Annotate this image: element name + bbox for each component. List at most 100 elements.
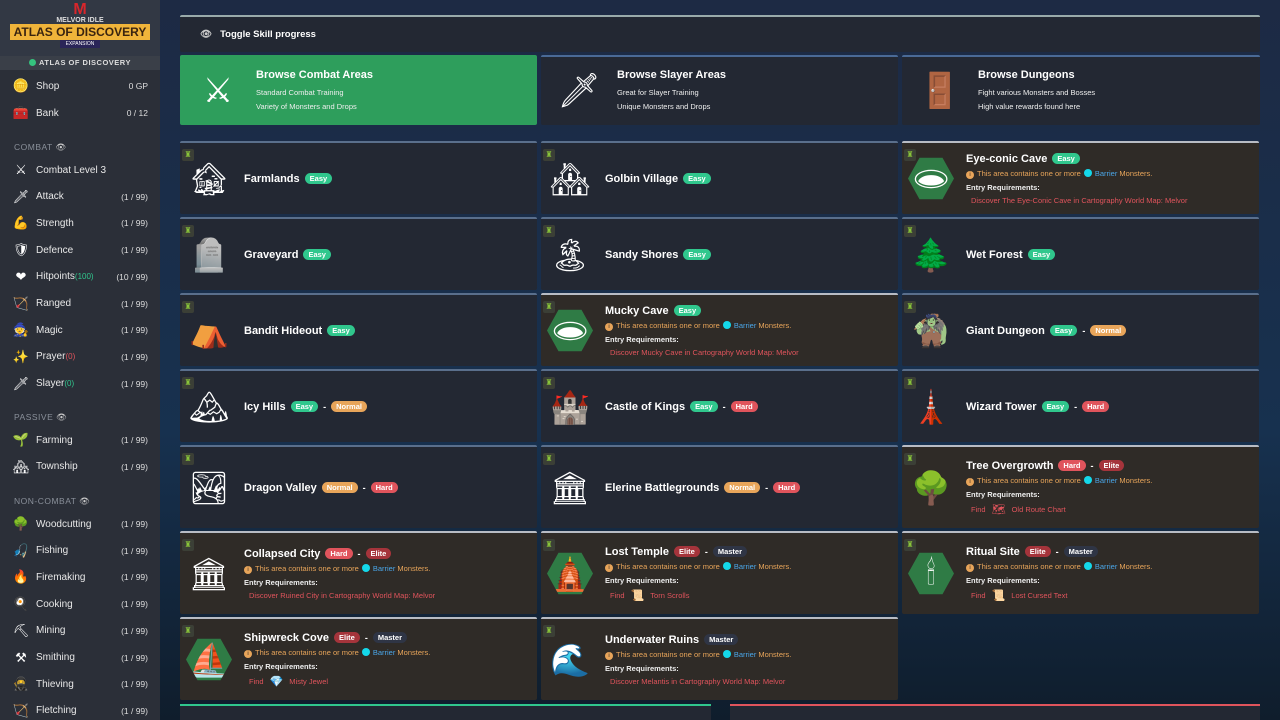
combat-area-farmlands[interactable]: ♜ 🏚 Farmlands Easy (180, 141, 537, 214)
sidebar-item-magic[interactable]: 🧙 Magic (1 / 99) (12, 319, 148, 341)
combat-area-wizard-tower[interactable]: ♜ 🗼 Wizard Tower Easy - Hard (902, 369, 1259, 442)
combat-area-collapsed-city[interactable]: ♜ 🏛 Collapsed City Hard - Elite i This area con… (180, 531, 537, 614)
browse-browse-slayer-areas-button[interactable]: 🗡 Browse Slayer Areas Great for Slayer Tra… (541, 55, 898, 125)
find-label: Find (971, 504, 986, 514)
mastery-icon[interactable]: ♜ (182, 225, 194, 237)
sidebar-item-township[interactable]: 🏘 Township (1 / 99) (12, 456, 148, 478)
combat-area-castle-of-kings[interactable]: ♜ 🏰 Castle of Kings Easy - Hard (541, 369, 898, 442)
mastery-icon[interactable]: ♜ (543, 377, 555, 389)
sidebar-item-woodcutting[interactable]: 🌳 Woodcutting (1 / 99) (12, 513, 148, 535)
sidebar-item-mining[interactable]: ⛏ Mining (1 / 99) (12, 620, 148, 642)
combat-area-tree-overgrowth[interactable]: ♜ 🌳 Tree Overgrowth Hard - Elite i This area co… (902, 445, 1259, 528)
sidebar-item-prayer[interactable]: ✨ Prayer(0) (1 / 99) (12, 346, 148, 368)
mastery-icon[interactable]: ♜ (543, 453, 555, 465)
mastery-icon[interactable]: ♜ (904, 225, 916, 237)
barrier-post: Monsters. (1119, 168, 1153, 178)
mastery-icon[interactable]: ♜ (182, 539, 194, 551)
mastery-icon[interactable]: ♜ (904, 301, 916, 313)
mastery-icon[interactable]: ♜ (543, 625, 555, 637)
combat-area-eye-conic-cave[interactable]: ♜ 🕳 Eye-conic Cave Easy i This area contains … (902, 141, 1259, 214)
section-header-combat[interactable]: COMBAT 👁 (14, 142, 67, 153)
combat-area-icy-hills[interactable]: ♜ 🏔 Icy Hills Easy - Normal (180, 369, 537, 442)
barrier-icon (722, 649, 731, 658)
combat-area-mucky-cave[interactable]: ♜ 🕳 Mucky Cave Easy i This area contains one … (541, 293, 898, 366)
area-name: Icy Hills (244, 400, 286, 413)
sidebar-item-fishing[interactable]: 🎣 Fishing (1 / 99) (12, 540, 148, 562)
sidebar-item-slayer[interactable]: 🗡 Slayer(0) (1 / 99) (12, 373, 148, 395)
logo-text: MELVOR IDLE (56, 17, 104, 24)
info-icon: i (605, 322, 613, 331)
mastery-icon[interactable]: ♜ (543, 301, 555, 313)
mastery-icon[interactable]: ♜ (182, 625, 194, 637)
browse-browse-combat-areas-button[interactable]: ⚔ Browse Combat Areas Standard Combat Trai… (180, 55, 537, 125)
sidebar-item-thieving[interactable]: 🥷 Thieving (1 / 99) (12, 673, 148, 695)
mastery-icon[interactable]: ♜ (543, 225, 555, 237)
section-header-passive[interactable]: PASSIVE 👁 (14, 412, 67, 423)
difficulty-badge: Normal (321, 482, 358, 493)
eye-icon[interactable]: 👁 (76, 496, 91, 506)
difficulty-badge: Easy (1052, 153, 1080, 164)
toggle-skill-progress-button[interactable]: 👁 Toggle Skill progress (180, 15, 1260, 52)
sidebar-item-combat-level-3[interactable]: ⚔ Combat Level 3 (12, 159, 148, 181)
sidebar-item-bank[interactable]: 🧰 Bank 0 / 12 (12, 102, 148, 124)
mastery-icon[interactable]: ♜ (904, 149, 916, 161)
sidebar-item-hitpoints[interactable]: ❤ Hitpoints(100) (10 / 99) (12, 266, 148, 288)
township-icon: 🏘 (12, 458, 30, 474)
barrier-word: Barrier (733, 320, 757, 330)
mastery-icon[interactable]: ♜ (182, 377, 194, 389)
entry-requirements-label: Entry Requirements: (966, 182, 1040, 192)
sidebar-item-strength[interactable]: 💪 Strength (1 / 99) (12, 212, 148, 234)
sidebar-item-farming[interactable]: 🌱 Farming (1 / 99) (12, 429, 148, 451)
eye-icon[interactable]: 👁 (52, 142, 67, 152)
mastery-icon[interactable]: ♜ (182, 301, 194, 313)
mastery-icon[interactable]: ♜ (182, 453, 194, 465)
combat-area-elerine-battlegrounds[interactable]: ♜ 🏛 Elerine Battlegrounds Normal - Hard (541, 445, 898, 528)
expansion-logo[interactable]: M MELVOR IDLE ATLAS OF DISCOVERY EXPANSI… (0, 0, 160, 56)
combat-area-shipwreck-cove[interactable]: ♜ ⛵ Shipwreck Cove Elite - Master i This area c… (180, 617, 537, 700)
label-text: Woodcutting (36, 518, 92, 530)
label-text: Smithing (36, 652, 75, 663)
area-name: Eye-conic Cave (966, 152, 1048, 165)
label-text: Firemaking (36, 571, 86, 583)
combat-area-graveyard[interactable]: ♜ 🪦 Graveyard Easy (180, 217, 537, 290)
mastery-icon[interactable]: ♜ (904, 377, 916, 389)
barrier-warning: i This area contains one or more Barrier M… (605, 561, 791, 572)
sidebar-item-ranged[interactable]: 🏹 Ranged (1 / 99) (12, 293, 148, 315)
combat-area-underwater-ruins[interactable]: ♜ 🌊 Underwater Ruins Master i This area conta… (541, 617, 898, 700)
sidebar-item-fletching[interactable]: 🏹 Fletching (1 / 99) (12, 700, 148, 720)
mastery-icon[interactable]: ♜ (182, 149, 194, 161)
sidebar-item-shop[interactable]: 🪙 Shop 0 GP (12, 75, 148, 97)
combat-area-dragon-valley[interactable]: ♜ 🏞 Dragon Valley Normal - Hard (180, 445, 537, 528)
sidebar-item-value: (1 / 99) (121, 461, 148, 472)
combat-area-giant-dungeon[interactable]: ♜ 🧌 Giant Dungeon Easy - Normal (902, 293, 1259, 366)
chest-icon: 🧰 (12, 105, 30, 120)
label-text: Farming (36, 434, 73, 446)
sidebar-item-attack[interactable]: 🗡 Attack (1 / 99) (12, 186, 148, 208)
mastery-icon[interactable]: ♜ (904, 539, 916, 551)
section-header-non-combat[interactable]: NON-COMBAT 👁 (14, 496, 90, 507)
mastery-icon[interactable]: ♜ (543, 539, 555, 551)
label-text: Strength (36, 217, 74, 229)
sidebar-item-defence[interactable]: 🛡 Defence (1 / 99) (12, 239, 148, 261)
sidebar-item-value: (1 / 99) (121, 519, 148, 529)
barrier-pre: This area contains one or more (255, 647, 359, 657)
sidebar-item-cooking[interactable]: 🍳 Cooking (1 / 99) (12, 593, 148, 615)
combat-area-ritual-site[interactable]: ♜ 🕯 Ritual Site Elite - Master i This area cont… (902, 531, 1259, 614)
sidebar-item-smithing[interactable]: ⚒ Smithing (1 / 99) (12, 647, 148, 669)
combat-area-sandy-shores[interactable]: ♜ 🏝 Sandy Shores Easy (541, 217, 898, 290)
requirement-item: Torn Scrolls (650, 590, 690, 600)
difficulty-badge: Normal (331, 401, 367, 412)
eye-icon[interactable]: 👁 (53, 412, 68, 422)
browse-browse-dungeons-button[interactable]: 🚪 Browse Dungeons Fight various Monsters a… (902, 55, 1260, 125)
mastery-icon[interactable]: ♜ (543, 149, 555, 161)
mastery-icon[interactable]: ♜ (904, 453, 916, 465)
section-title: PASSIVE (14, 412, 54, 422)
combat-area-lost-temple[interactable]: ♜ 🛕 Lost Temple Elite - Master i This area cont… (541, 531, 898, 614)
combat-area-wet-forest[interactable]: ♜ 🌲 Wet Forest Easy (902, 217, 1259, 290)
expansion-label[interactable]: ATLAS OF DISCOVERY (0, 56, 160, 70)
barrier-warning: i This area contains one or more Barrier M… (605, 320, 799, 331)
area-info: Shipwreck Cove Elite - Master i This area con… (244, 632, 430, 688)
sidebar-item-firemaking[interactable]: 🔥 Firemaking (1 / 99) (12, 566, 148, 588)
combat-area-golbin-village[interactable]: ♜ 🏘 Golbin Village Easy (541, 141, 898, 214)
combat-area-bandit-hideout[interactable]: ♜ ⛺ Bandit Hideout Easy (180, 293, 537, 366)
